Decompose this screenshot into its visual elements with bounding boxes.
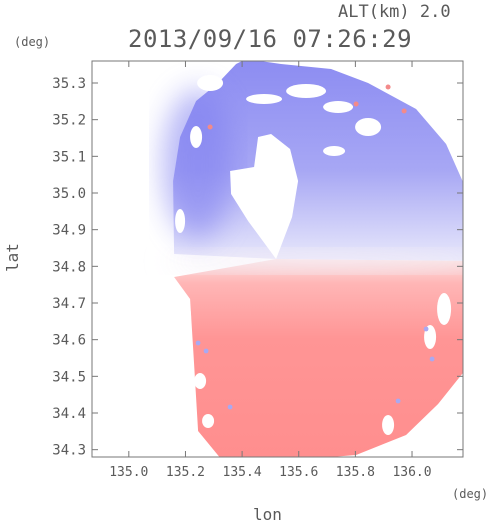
y-tick-label: 34.7 xyxy=(52,296,86,312)
y-axis-unit: (deg) xyxy=(14,35,51,49)
y-tick-label: 35.0 xyxy=(52,186,86,202)
chart-title: 2013/09/16 07:26:29 xyxy=(128,25,413,53)
x-tick-label: 136.0 xyxy=(392,465,431,480)
echo-speckle xyxy=(227,404,233,410)
y-tick-label: 34.8 xyxy=(52,259,86,275)
echo-speckle xyxy=(385,84,391,90)
echo-speckle xyxy=(195,340,201,346)
y-tick-label: 34.5 xyxy=(52,369,86,385)
echo-speckle xyxy=(429,356,435,362)
y-tick-label: 35.1 xyxy=(52,149,86,165)
y-tick-label: 34.4 xyxy=(52,406,86,422)
altitude-label: ALT(km) 2.0 xyxy=(338,2,451,22)
echo-gap xyxy=(437,293,452,325)
echo-gap xyxy=(371,76,390,86)
y-tick-label: 34.6 xyxy=(52,333,86,349)
echo-gap xyxy=(382,415,395,435)
echo-gap xyxy=(246,94,283,104)
echo-gap xyxy=(181,303,192,331)
echo-gap xyxy=(197,75,224,91)
echo-speckle xyxy=(207,124,213,130)
x-tick-label: 135.0 xyxy=(109,465,148,480)
echo-speckle xyxy=(203,348,209,354)
echo-gap xyxy=(355,118,382,136)
x-tick-label: 135.8 xyxy=(336,465,375,480)
strong-approach-lobe xyxy=(163,89,234,239)
echo-speckle xyxy=(353,101,359,107)
receding-velocity-region xyxy=(174,259,463,457)
echo-gap xyxy=(323,146,346,156)
echo-speckle xyxy=(423,326,429,332)
y-tick-label: 35.3 xyxy=(52,76,86,92)
axis-ticks: 135.0 135.2 135.4 135.6 135.8 136.0 34.3 34.4 34… xyxy=(52,61,463,480)
x-tick-label: 135.6 xyxy=(279,465,318,480)
echo-gap xyxy=(194,373,207,389)
x-axis-label: lon xyxy=(253,505,282,521)
x-axis-unit: (deg) xyxy=(452,487,489,501)
echo-gap xyxy=(323,101,354,113)
y-tick-label: 35.2 xyxy=(52,113,86,129)
zero-velocity-band xyxy=(166,251,463,271)
echo-gap xyxy=(175,209,186,233)
x-tick-label: 135.4 xyxy=(223,465,262,480)
echo-gap xyxy=(202,414,215,428)
no-echo-gap xyxy=(230,134,299,259)
echo-gap xyxy=(286,84,327,98)
y-tick-label: 34.9 xyxy=(52,223,86,239)
y-tick-label: 34.3 xyxy=(52,443,86,459)
x-tick-label: 135.2 xyxy=(166,465,205,480)
echo-speckle xyxy=(395,398,401,404)
echo-gap xyxy=(190,126,203,148)
velocity-field xyxy=(163,61,463,457)
plot-frame xyxy=(91,60,464,458)
y-axis-label: lat xyxy=(2,243,22,272)
plot-axes xyxy=(91,60,464,458)
echo-speckle xyxy=(401,108,407,114)
